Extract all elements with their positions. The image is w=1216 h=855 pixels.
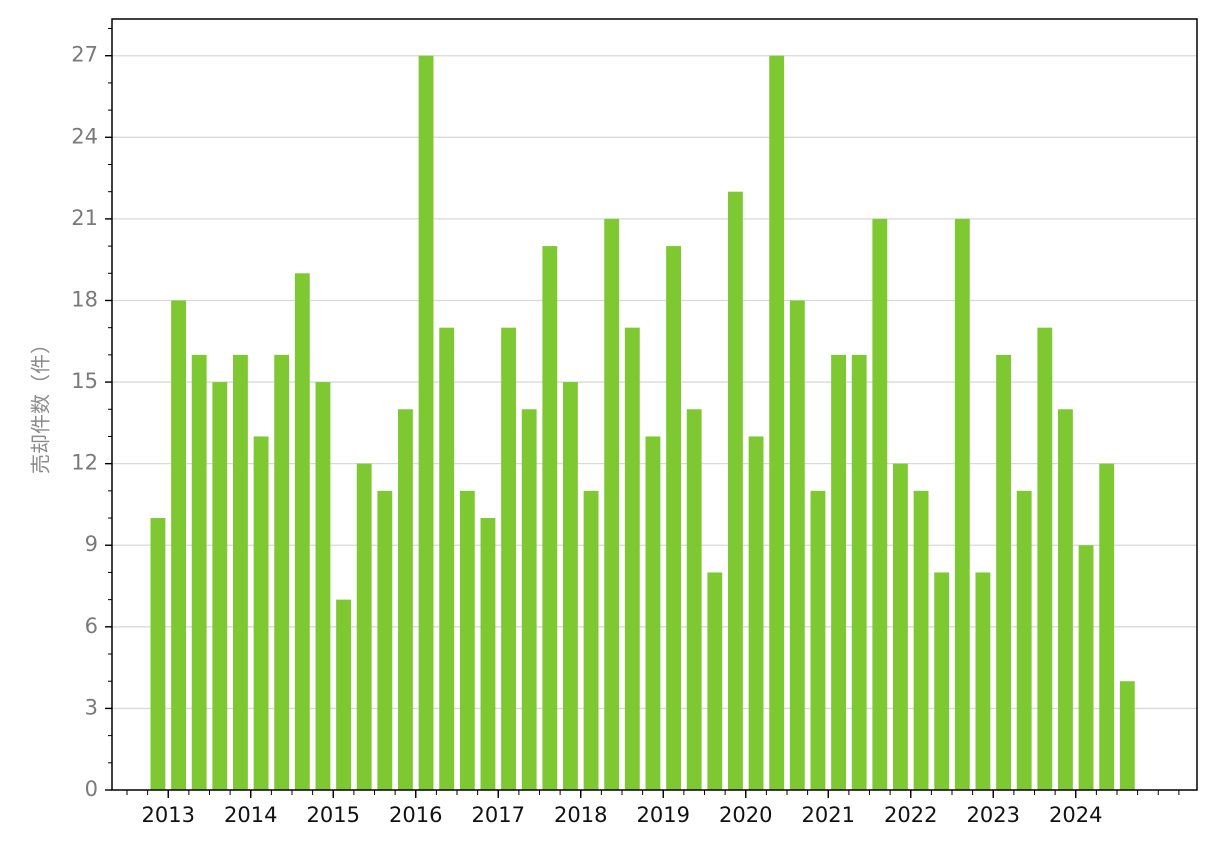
bar: [1119, 681, 1135, 790]
bar: [604, 218, 620, 790]
y-axis-label: 売却件数（件）: [29, 334, 53, 474]
bar: [336, 599, 351, 790]
y-tick-label: 9: [85, 532, 98, 556]
bar: [150, 518, 166, 790]
bar: [1037, 327, 1053, 790]
bar: [439, 327, 455, 790]
grid-lines: [112, 55, 1197, 710]
x-tick-label: 2013: [142, 803, 195, 827]
bar: [645, 436, 661, 790]
bar: [1016, 490, 1032, 790]
y-axis-ticks: 0 3 6 9 12 15 18 21 24 27: [71, 28, 112, 801]
bar: [294, 273, 310, 791]
bar: [583, 490, 599, 790]
bars: [150, 55, 1135, 791]
x-tick-label: 2022: [884, 803, 937, 827]
bar: [789, 300, 805, 790]
bar: [913, 490, 929, 790]
y-tick-label: 24: [71, 124, 98, 148]
bar: [831, 354, 846, 790]
y-tick-label: 18: [71, 287, 98, 311]
y-tick-label: 0: [85, 777, 98, 801]
bar: [480, 518, 496, 790]
bar: [212, 382, 228, 790]
bar: [851, 354, 867, 790]
bar: [459, 490, 475, 790]
bar: [872, 218, 888, 790]
y-tick-label: 12: [71, 451, 98, 475]
x-tick-label: 2015: [307, 803, 360, 827]
bar: [171, 300, 186, 790]
bar: [274, 354, 290, 790]
bar: [769, 55, 785, 790]
x-tick-label: 2017: [472, 803, 525, 827]
x-tick-label: 2018: [554, 803, 607, 827]
bar: [707, 572, 723, 790]
bar: [893, 463, 908, 790]
x-tick-label: 2020: [719, 803, 772, 827]
bar: [315, 382, 331, 790]
x-tick-label: 2016: [389, 803, 442, 827]
bar: [1058, 409, 1073, 790]
bar: [666, 246, 681, 790]
bar: [810, 490, 826, 790]
bar: [377, 490, 393, 790]
bar: [975, 572, 991, 790]
bar: [563, 382, 578, 790]
bar: [686, 409, 702, 790]
bar: [1078, 545, 1094, 790]
bar: [748, 436, 764, 790]
bar: [418, 55, 434, 790]
bar: [521, 409, 537, 790]
y-tick-label: 21: [71, 206, 98, 230]
x-tick-label: 2021: [802, 803, 855, 827]
x-tick-label: 2019: [637, 803, 690, 827]
y-tick-label: 15: [71, 369, 98, 393]
y-tick-label: 27: [71, 43, 98, 67]
bar: [542, 246, 558, 790]
bar: [253, 436, 269, 790]
bar: [191, 354, 207, 790]
bar: [728, 191, 743, 790]
plot-frame: [111, 18, 1198, 791]
bar: [1099, 463, 1115, 790]
y-tick-label: 3: [85, 695, 98, 719]
bar: [356, 463, 372, 790]
bar: [501, 327, 516, 790]
bar: [624, 327, 640, 790]
bar: [233, 354, 248, 790]
axes: [111, 18, 1198, 791]
x-tick-label: 2023: [967, 803, 1020, 827]
bar: [996, 354, 1011, 790]
y-tick-label: 6: [85, 614, 98, 638]
x-tick-label: 2014: [224, 803, 277, 827]
bar: [954, 218, 970, 790]
x-axis-ticks: 2013 2014 2015 2016 2017 2018 2019 2020 2021 2022…: [126, 790, 1180, 827]
x-tick-label: 2024: [1049, 803, 1102, 827]
bar: [398, 409, 413, 790]
bar: [934, 572, 950, 790]
